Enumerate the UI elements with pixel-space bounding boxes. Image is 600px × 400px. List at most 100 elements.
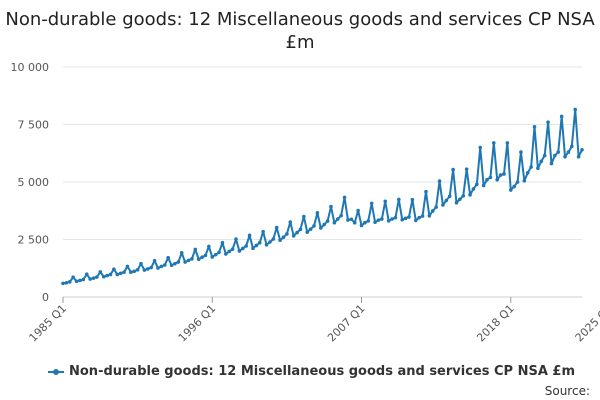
data-point[interactable] <box>271 237 276 241</box>
data-point[interactable] <box>563 154 567 159</box>
data-point[interactable] <box>295 230 299 235</box>
data-point[interactable] <box>251 246 255 251</box>
data-point[interactable] <box>461 194 466 198</box>
data-point[interactable] <box>78 278 82 283</box>
data-point[interactable] <box>227 249 232 254</box>
data-point[interactable] <box>173 261 177 266</box>
data-point[interactable] <box>492 141 496 145</box>
data-point[interactable] <box>539 159 544 164</box>
data-point[interactable] <box>139 261 143 266</box>
data-point[interactable] <box>61 281 65 286</box>
data-point[interactable] <box>451 167 455 172</box>
data-point[interactable] <box>156 266 160 270</box>
data-point[interactable] <box>213 252 218 257</box>
data-point[interactable] <box>393 215 398 220</box>
data-point[interactable] <box>508 188 513 192</box>
data-point[interactable] <box>74 279 79 284</box>
data-point[interactable] <box>129 270 133 274</box>
data-point[interactable] <box>122 270 126 274</box>
data-point[interactable] <box>356 208 360 213</box>
data-point[interactable] <box>162 263 167 267</box>
data-point[interactable] <box>193 247 198 252</box>
data-point[interactable] <box>298 227 303 232</box>
data-point[interactable] <box>166 255 170 260</box>
data-point[interactable] <box>417 215 421 220</box>
data-point[interactable] <box>240 246 245 251</box>
data-point[interactable] <box>546 120 550 124</box>
data-point[interactable] <box>478 145 483 150</box>
data-point[interactable] <box>505 141 510 145</box>
data-point[interactable] <box>149 265 153 270</box>
data-point[interactable] <box>376 218 381 222</box>
data-point[interactable] <box>64 280 69 285</box>
data-point[interactable] <box>200 255 204 260</box>
data-point[interactable] <box>437 179 442 183</box>
data-point[interactable] <box>159 264 164 269</box>
data-point[interactable] <box>515 180 520 184</box>
data-point[interactable] <box>359 223 364 228</box>
data-point[interactable] <box>570 144 574 149</box>
data-point[interactable] <box>559 114 564 119</box>
data-point[interactable] <box>285 232 289 236</box>
data-point[interactable] <box>190 257 194 261</box>
data-point[interactable] <box>237 249 242 253</box>
data-point[interactable] <box>407 215 411 219</box>
data-point[interactable] <box>468 193 472 197</box>
data-point[interactable] <box>281 235 286 239</box>
data-point[interactable] <box>234 237 238 241</box>
data-point[interactable] <box>383 199 388 204</box>
data-point[interactable] <box>98 270 103 274</box>
data-point[interactable] <box>132 269 137 274</box>
data-point[interactable] <box>346 218 350 222</box>
data-point[interactable] <box>203 253 208 258</box>
data-point[interactable] <box>386 219 391 223</box>
data-point[interactable] <box>502 172 506 176</box>
data-point[interactable] <box>522 179 527 183</box>
data-point[interactable] <box>81 277 86 282</box>
data-point[interactable] <box>352 220 357 225</box>
data-point[interactable] <box>549 161 554 166</box>
data-point[interactable] <box>447 194 452 199</box>
data-point[interactable] <box>105 273 109 278</box>
data-point[interactable] <box>498 173 503 177</box>
data-point[interactable] <box>210 255 215 259</box>
data-point[interactable] <box>315 211 320 215</box>
data-point[interactable] <box>363 220 367 225</box>
data-point[interactable] <box>302 214 306 219</box>
data-point[interactable] <box>220 240 225 245</box>
data-point[interactable] <box>420 214 425 218</box>
data-point[interactable] <box>183 260 187 264</box>
data-point[interactable] <box>397 197 401 202</box>
data-point[interactable] <box>556 150 561 154</box>
data-point[interactable] <box>146 267 150 271</box>
data-point[interactable] <box>264 242 269 247</box>
data-point[interactable] <box>268 240 272 244</box>
data-point[interactable] <box>529 165 533 169</box>
data-point[interactable] <box>536 166 540 170</box>
data-point[interactable] <box>322 222 326 227</box>
data-point[interactable] <box>288 220 293 224</box>
data-point[interactable] <box>380 217 384 221</box>
data-point[interactable] <box>339 213 343 218</box>
data-point[interactable] <box>84 272 89 277</box>
data-point[interactable] <box>305 230 310 234</box>
data-point[interactable] <box>101 274 106 279</box>
data-point[interactable] <box>488 175 493 180</box>
data-point[interactable] <box>390 217 394 221</box>
data-point[interactable] <box>71 275 75 280</box>
data-point[interactable] <box>179 251 184 255</box>
data-point[interactable] <box>118 271 123 276</box>
data-point[interactable] <box>308 227 313 231</box>
data-point[interactable] <box>441 203 445 207</box>
data-point[interactable] <box>329 204 333 209</box>
data-point[interactable] <box>458 197 462 202</box>
data-point[interactable] <box>312 224 316 228</box>
data-point[interactable] <box>224 252 228 256</box>
data-point[interactable] <box>257 240 262 245</box>
data-point[interactable] <box>495 177 499 182</box>
data-point[interactable] <box>319 226 323 230</box>
data-point[interactable] <box>125 264 130 269</box>
data-point[interactable] <box>217 250 221 255</box>
data-point[interactable] <box>427 214 432 218</box>
data-point[interactable] <box>553 153 557 158</box>
